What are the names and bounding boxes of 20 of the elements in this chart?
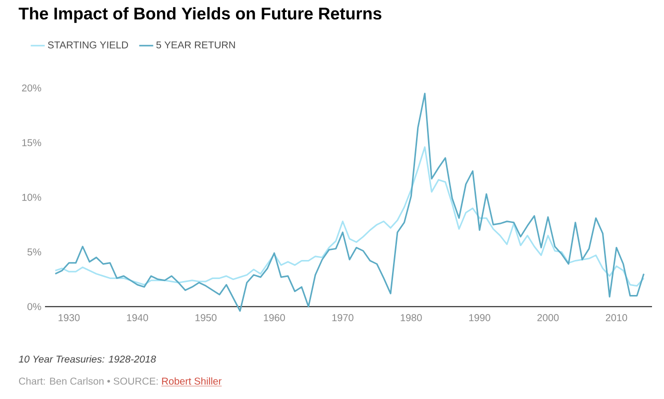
y-tick-label: 0% xyxy=(27,303,42,310)
x-tick-label: 1940 xyxy=(127,314,148,322)
x-tick-label: 2010 xyxy=(606,314,628,322)
text: Chart: Ben Carlson • SOURCE: xyxy=(19,377,158,385)
y-tick-label: 15% xyxy=(22,139,42,146)
y-tick-label: 10% xyxy=(22,194,42,201)
text: 10 Year Treasuries: 1928-2018 xyxy=(18,355,156,363)
x-tick-label: 1980 xyxy=(400,314,422,322)
x-tick-label: 1990 xyxy=(469,314,490,322)
text: Robert Shiller xyxy=(162,377,222,385)
chart-title: The Impact of Bond Yields on Future Returns xyxy=(18,7,382,23)
x-tick-label: 1930 xyxy=(58,314,80,322)
legend-label: STARTING YIELD xyxy=(48,41,128,48)
x-tick-label: 1970 xyxy=(332,314,354,322)
y-tick-label: 5% xyxy=(27,248,42,256)
y-tick-label: 20% xyxy=(22,84,42,92)
x-tick-label: 1960 xyxy=(264,314,285,322)
x-tick-label: 2000 xyxy=(537,314,559,322)
legend-label: 5 YEAR RETURN xyxy=(156,41,235,48)
x-tick-label: 1950 xyxy=(196,314,217,322)
